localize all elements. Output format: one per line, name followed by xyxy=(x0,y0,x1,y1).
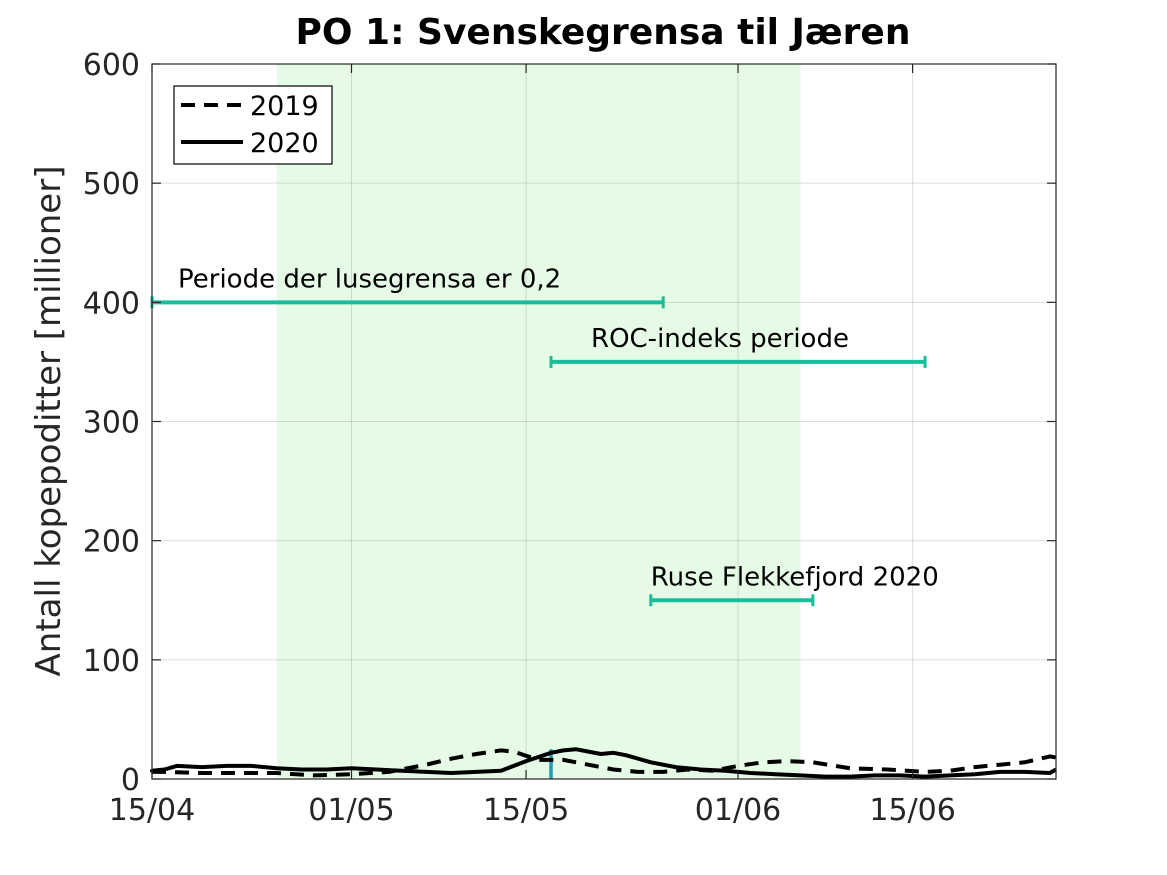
y-tick-label: 600 xyxy=(83,48,140,83)
annotations: Periode der lusegrensa er 0,2 ROC-indeks … xyxy=(150,264,939,779)
chart-title: PO 1: Svenskegrensa til Jæren xyxy=(296,12,911,53)
y-tick-label: 100 xyxy=(83,644,140,679)
legend-box xyxy=(173,85,333,165)
y-tick-label: 0 xyxy=(121,763,140,798)
y-tick-label: 500 xyxy=(83,167,140,202)
series-line-2020 xyxy=(150,747,1057,779)
annotation-label: Periode der lusegrensa er 0,2 xyxy=(178,264,561,294)
series-line-2019 xyxy=(152,748,1057,778)
y-axis: 0 100 200 300 400 500 600 xyxy=(83,48,1056,798)
annotation-label: ROC-indeks periode xyxy=(591,324,849,354)
legend-label-2019: 2019 xyxy=(250,91,319,122)
y-tick-label: 400 xyxy=(83,286,140,321)
y-axis-label: Antall kopepoditter [millioner] xyxy=(29,166,69,677)
x-tick-label: 15/04 xyxy=(109,793,195,828)
series-lines xyxy=(150,747,1057,779)
x-axis: 15/04 01/05 15/05 01/06 15/06 xyxy=(109,64,956,828)
x-tick-label: 15/05 xyxy=(483,793,569,828)
x-tick-label: 01/05 xyxy=(308,793,394,828)
x-tick-label: 01/06 xyxy=(695,793,781,828)
shaded-period xyxy=(276,64,801,779)
y-tick-label: 300 xyxy=(83,406,140,441)
legend: 2019 2020 xyxy=(173,85,333,165)
legend-label-2020: 2020 xyxy=(250,128,319,159)
y-tick-label: 200 xyxy=(83,525,140,560)
x-tick-label: 15/06 xyxy=(869,793,955,828)
annotation-label: Ruse Flekkefjord 2020 xyxy=(651,562,939,592)
